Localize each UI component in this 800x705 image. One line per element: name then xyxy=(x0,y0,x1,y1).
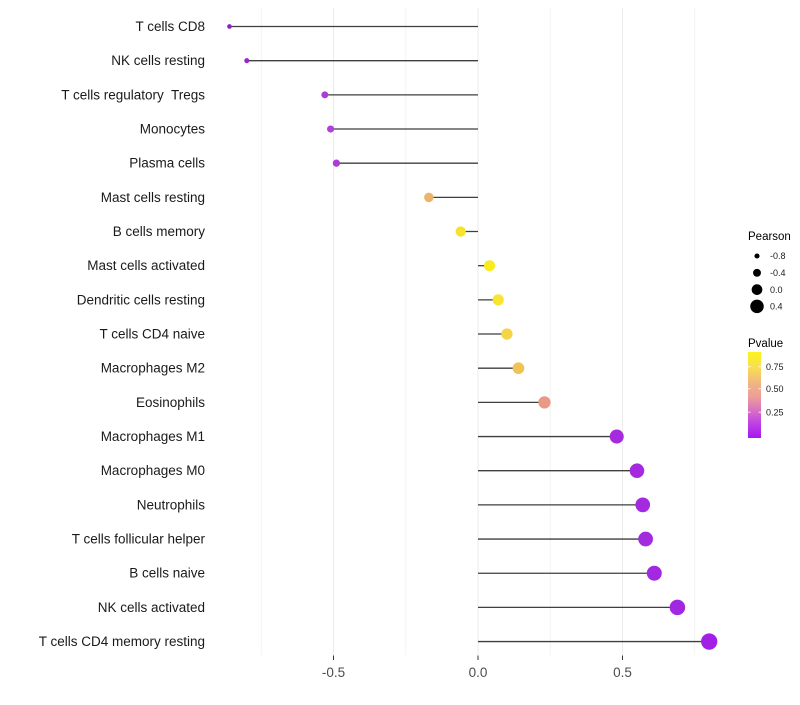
lollipop-row: T cells CD8 xyxy=(135,19,478,34)
lollipop-dot xyxy=(424,192,434,203)
category-label: T cells regulatory Tregs xyxy=(61,87,205,102)
pvalue-legend-label: 0.50 xyxy=(766,384,784,394)
gridlines xyxy=(260,8,696,655)
pvalue-color-legend: Pvalue 0.75 0.50 0.25 xyxy=(748,338,784,438)
category-label: Mast cells activated xyxy=(87,258,205,273)
pvalue-legend-label: 0.25 xyxy=(766,407,784,417)
lollipop-row: B cells naive xyxy=(129,566,662,581)
pearson-legend-title: Pearson xyxy=(748,231,791,243)
pvalue-legend-label: 0.75 xyxy=(766,362,784,372)
lollipop-row: NK cells resting xyxy=(111,53,478,68)
lollipop-row: Mast cells activated xyxy=(87,258,496,273)
category-label: Neutrophils xyxy=(137,497,206,512)
lollipop-dot xyxy=(501,328,513,340)
category-label: T cells follicular helper xyxy=(72,532,206,547)
category-label: Macrophages M1 xyxy=(101,429,205,444)
pearson-legend-label: -0.8 xyxy=(770,251,786,261)
category-label: Monocytes xyxy=(140,122,206,137)
lollipop-row: Mast cells resting xyxy=(101,190,478,205)
x-axis-tick-label: 0.0 xyxy=(469,665,488,680)
x-axis-tick-label: -0.5 xyxy=(322,665,345,680)
category-label: NK cells activated xyxy=(98,600,205,615)
category-label: Eosinophils xyxy=(136,395,205,410)
lollipop-row: Dendritic cells resting xyxy=(77,292,504,307)
lollipop-dot xyxy=(332,159,341,167)
lollipop-row: B cells memory xyxy=(113,224,478,239)
pearson-legend-label: -0.4 xyxy=(770,268,786,278)
lollipop-dot xyxy=(227,24,232,29)
category-label: Dendritic cells resting xyxy=(77,292,205,307)
lollipop-row: Macrophages M0 xyxy=(101,463,645,478)
category-label: T cells CD8 xyxy=(135,19,205,34)
pvalue-legend-title: Pvalue xyxy=(748,338,783,350)
pearson-legend-label: 0.0 xyxy=(770,285,783,295)
lollipop-row: Macrophages M1 xyxy=(101,429,624,444)
lollipop-dot xyxy=(492,294,504,306)
lollipop-row: T cells CD4 memory resting xyxy=(39,633,718,650)
lollipop-dot xyxy=(244,58,250,64)
lollipop-dot xyxy=(321,91,329,99)
lollipop-dot xyxy=(484,260,496,272)
lollipop-dot xyxy=(669,599,686,616)
pearson-legend-dot xyxy=(753,268,761,277)
pearson-legend-label: 0.4 xyxy=(770,302,783,312)
lollipop-row: NK cells activated xyxy=(98,599,686,616)
lollipop-rows: T cells CD8 NK cells resting T cells regul… xyxy=(39,19,718,650)
lollipop-row: Neutrophils xyxy=(137,497,651,513)
category-label: T cells CD4 memory resting xyxy=(39,634,205,649)
x-axis: -0.5 0.0 0.5 xyxy=(322,655,632,680)
lollipop-dot xyxy=(327,125,335,133)
category-label: NK cells resting xyxy=(111,53,205,68)
lollipop-row: Monocytes xyxy=(140,122,478,137)
pearson-legend-dot xyxy=(751,284,763,295)
lollipop-dot xyxy=(629,463,645,478)
lollipop-dot xyxy=(512,362,525,375)
lollipop-row: T cells follicular helper xyxy=(72,532,653,547)
lollipop-row: Macrophages M2 xyxy=(101,361,525,376)
lollipop-dot xyxy=(638,531,653,547)
lollipop-dot xyxy=(538,396,551,409)
x-axis-tick-label: 0.5 xyxy=(613,665,632,680)
lollipop-row: T cells regulatory Tregs xyxy=(61,87,478,102)
category-label: B cells memory xyxy=(113,224,206,239)
category-label: Mast cells resting xyxy=(101,190,205,205)
lollipop-row: T cells CD4 naive xyxy=(99,327,513,342)
category-label: Macrophages M2 xyxy=(101,361,205,376)
pearson-legend-dot xyxy=(754,253,760,259)
lollipop-row: Plasma cells xyxy=(129,156,478,171)
category-label: Macrophages M0 xyxy=(101,463,205,478)
pearson-legend-dot xyxy=(750,299,764,314)
lollipop-row: Eosinophils xyxy=(136,395,551,410)
pearson-size-legend: Pearson -0.8 -0.4 0.0 0.4 xyxy=(748,231,791,314)
category-label: Plasma cells xyxy=(129,156,205,171)
lollipop-dot xyxy=(701,633,718,650)
category-label: T cells CD4 naive xyxy=(99,327,205,342)
lollipop-dot xyxy=(455,226,466,237)
pvalue-colorbar xyxy=(748,352,761,438)
lollipop-dot xyxy=(635,497,651,513)
lollipop-dot xyxy=(646,565,662,581)
category-label: B cells naive xyxy=(129,566,205,581)
lollipop-dot xyxy=(609,429,624,444)
